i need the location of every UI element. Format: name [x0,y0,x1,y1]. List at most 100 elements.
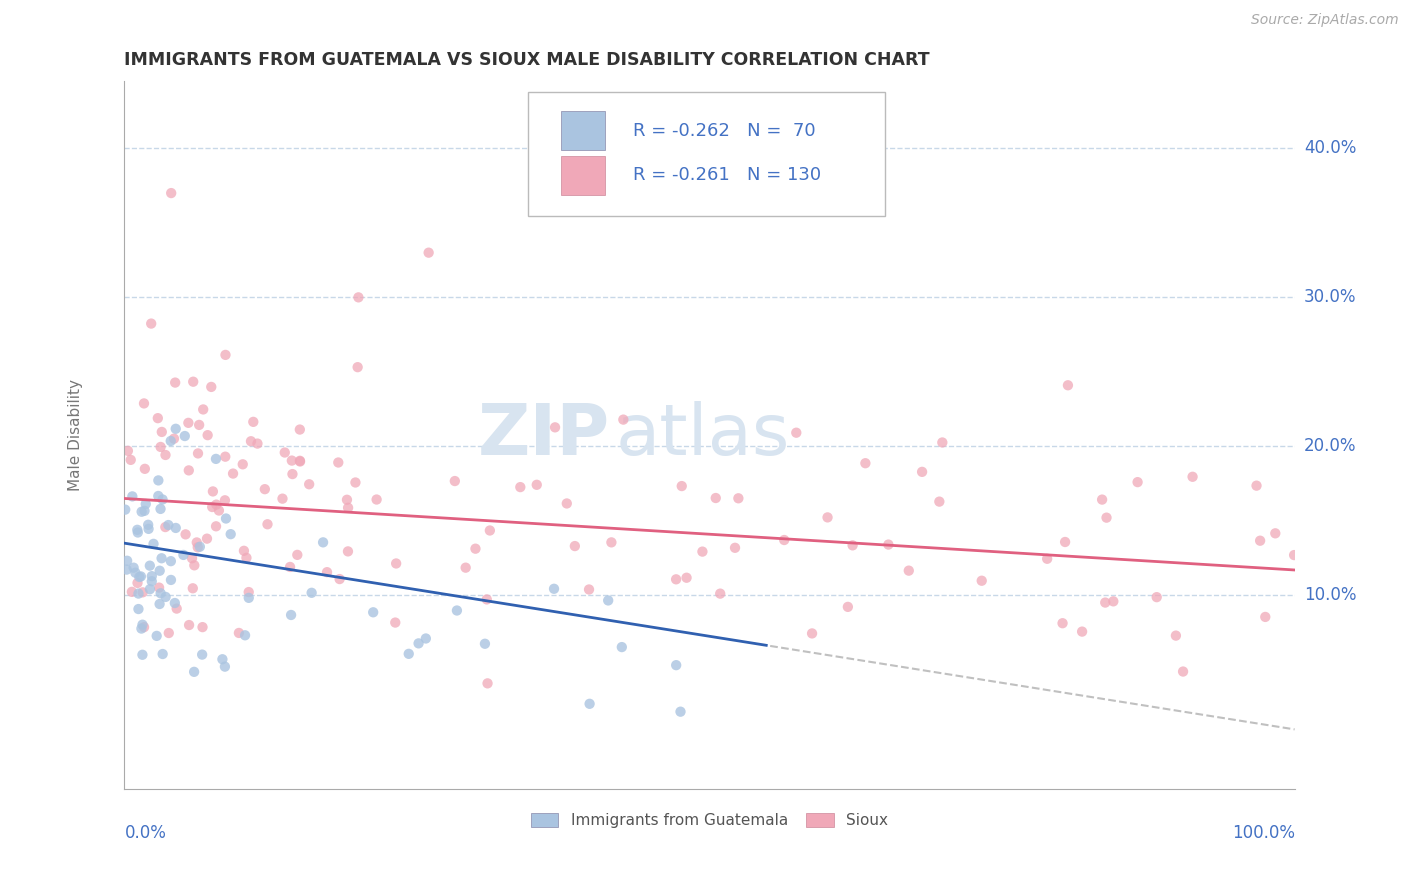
Point [188,417,211,432]
Point [195,532,218,546]
Text: 100.0%: 100.0% [1232,824,1295,842]
Point [246,436,269,450]
Point [232,543,254,558]
Point [181,375,204,389]
Point [281,453,304,467]
Point [1246,478,1268,492]
Point [183,665,205,679]
Point [443,474,465,488]
Point [181,582,204,596]
Point [610,640,633,654]
Point [288,454,311,468]
Text: 40.0%: 40.0% [1303,139,1357,157]
Point [1146,590,1168,604]
Point [1181,470,1204,484]
Point [149,586,172,600]
Point [578,697,600,711]
Point [1102,594,1125,608]
Point [191,648,214,662]
Point [205,498,228,512]
Point [129,569,152,583]
Point [544,420,567,434]
Point [122,560,145,574]
Point [280,607,302,622]
Point [134,504,156,518]
Point [543,582,565,596]
Point [148,489,170,503]
Point [238,591,260,605]
Point [141,317,163,331]
Point [211,652,233,666]
Point [149,564,172,578]
Point [841,538,863,552]
Point [1126,475,1149,490]
Point [127,586,149,600]
Point [464,541,486,556]
Point [131,505,153,519]
Point [141,574,163,589]
Point [274,445,297,459]
Point [346,360,368,375]
Point [785,425,807,440]
Point [149,440,172,454]
Point [121,489,143,503]
Point [970,574,993,588]
Point [253,482,276,496]
Point [336,544,359,558]
Text: R = -0.262   N =  70: R = -0.262 N = 70 [634,122,815,140]
Point [115,563,138,577]
Point [337,500,360,515]
Point [214,493,236,508]
Point [278,560,301,574]
Point [555,496,578,510]
Point [1249,533,1271,548]
Point [155,520,177,534]
Point [208,503,231,517]
Point [298,477,321,491]
Text: 20.0%: 20.0% [1303,437,1357,455]
Point [1095,510,1118,524]
Point [477,676,499,690]
Point [671,479,693,493]
Point [1094,596,1116,610]
Point [152,647,174,661]
Point [724,541,747,555]
Text: atlas: atlas [616,401,790,470]
Point [612,412,634,426]
Point [446,603,468,617]
Point [142,537,165,551]
Text: R = -0.261   N = 130: R = -0.261 N = 130 [634,167,821,185]
Point [344,475,367,490]
Point [385,557,408,571]
Point [165,521,187,535]
FancyBboxPatch shape [561,156,606,195]
Point [285,548,308,562]
Point [193,402,215,417]
Point [163,596,186,610]
Point [127,525,149,540]
Point [600,535,623,549]
Point [911,465,934,479]
Point [200,380,222,394]
Point [121,585,143,599]
Point [692,544,714,558]
Point [173,429,195,443]
Point [336,492,359,507]
Point [132,396,155,410]
Point [271,491,294,506]
Point [124,566,146,580]
Point [149,597,172,611]
Point [131,585,153,599]
Point [418,245,440,260]
Point [152,492,174,507]
Point [187,446,209,460]
Point [415,632,437,646]
Point [675,571,697,585]
Point [837,599,859,614]
Point [727,491,749,506]
Point [1264,526,1286,541]
Legend: Immigrants from Guatemala, Sioux: Immigrants from Guatemala, Sioux [524,807,894,834]
Point [704,491,727,505]
Point [132,620,155,634]
Point [669,705,692,719]
